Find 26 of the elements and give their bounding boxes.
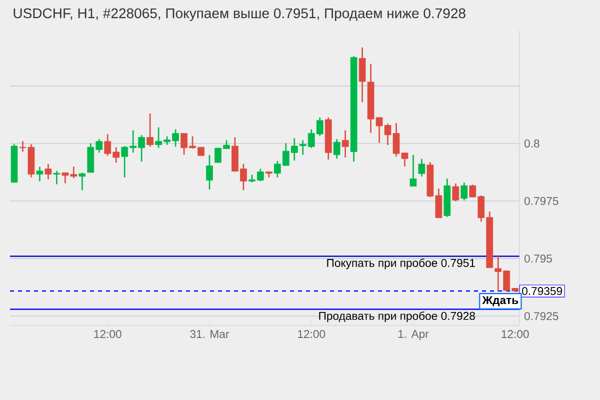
candlestick	[333, 138, 340, 160]
candlestick	[53, 170, 60, 185]
ref-line-label: Покупать при пробое 0.7951	[327, 258, 475, 270]
candlestick	[36, 166, 44, 182]
x-tick-label: 12:00	[94, 330, 122, 338]
candlestick	[460, 182, 468, 201]
y-tick-label: 0.7925	[524, 312, 558, 320]
candlestick	[410, 154, 417, 187]
chart-title: USDCHF, H1, #228065, Покупаем выше 0.7951, Продаем ниже 0.7928	[14, 8, 466, 22]
y-tick-label: 0.795	[524, 254, 552, 263]
ref-line-label: Продавать при пробое 0.7928	[319, 311, 475, 322]
candlestick	[418, 158, 426, 178]
candlestick	[78, 172, 86, 191]
x-tick-label: 1. Apr	[398, 330, 429, 340]
candlestick	[206, 154, 213, 190]
ref-line-label: 0.79359	[522, 287, 562, 296]
annotation: Ждать	[482, 296, 518, 306]
candlestick	[342, 130, 349, 158]
y-tick-label: 0.7975	[524, 197, 558, 206]
x-tick-label: 31. Mar	[190, 330, 230, 338]
x-tick-label: 12:00	[502, 330, 529, 338]
y-tick-label: 0.8	[524, 139, 540, 148]
candlestick	[146, 112, 154, 148]
candlestick	[452, 182, 460, 202]
x-tick-label: 12:00	[298, 330, 326, 338]
candlestick	[44, 163, 52, 180]
